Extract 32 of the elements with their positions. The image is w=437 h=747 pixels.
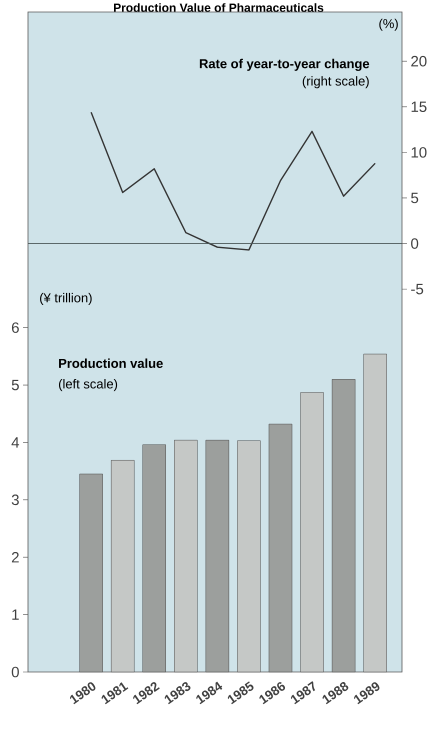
line-series (90, 112, 376, 251)
y2-tick-label: 10 (412, 147, 427, 158)
annotation: Production value (59, 358, 163, 368)
annotation: (right scale) (302, 76, 369, 88)
y2-tick-label: 5 (411, 192, 418, 204)
y-tick-label: 4 (12, 437, 20, 448)
bar (142, 444, 166, 672)
bar (363, 354, 387, 672)
bar (79, 474, 103, 672)
y-tick-label: 0 (12, 666, 19, 678)
annotation: Rate of year-to-year change (200, 58, 370, 71)
chart-title: Production Value of Pharmaceuticals (114, 3, 324, 12)
bar (237, 440, 261, 672)
y2-tick-label: 20 (411, 56, 427, 66)
y2-tick-label: 15 (412, 102, 426, 112)
y-tick-label: 3 (12, 494, 19, 506)
bar (110, 460, 134, 672)
x-tick-label: 1981 (101, 682, 128, 704)
y2-tick-label: -5 (411, 284, 424, 294)
bar (332, 379, 356, 672)
y-tick-label: 1 (12, 609, 19, 620)
bar (268, 424, 292, 672)
annotation: (left scale) (58, 379, 118, 392)
y-tick-label: 2 (12, 552, 19, 562)
bar (174, 440, 198, 672)
y-tick-label: 6 (12, 322, 19, 333)
y2-tick-label: 0 (411, 238, 418, 249)
bar (206, 440, 230, 672)
y-tick-label: 5 (12, 380, 19, 390)
y-axis-title: (¥ trillion) (40, 292, 92, 305)
bar (300, 392, 324, 672)
y2-axis-title: (%) (379, 18, 398, 31)
